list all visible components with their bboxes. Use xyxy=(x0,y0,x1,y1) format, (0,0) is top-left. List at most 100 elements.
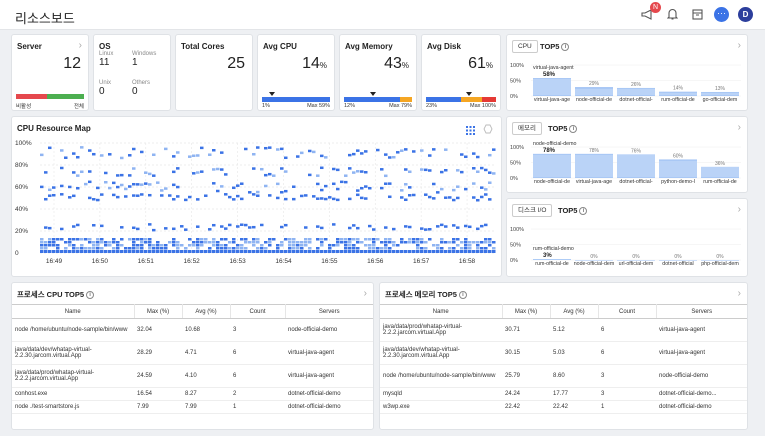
table-row[interactable]: mysqld 24.24 17.77 3 dotnet-official-demo... xyxy=(380,387,747,401)
resource-cell xyxy=(380,250,384,253)
cpu-resource-map-chart[interactable]: 100% 80% 60% 40% 20% 0 16:49 16:50 16:51 16:52 16:… xyxy=(12,117,503,278)
megaphone-icon[interactable]: N xyxy=(639,2,661,22)
resource-cell xyxy=(224,247,228,250)
resource-cell xyxy=(152,228,156,232)
resource-cell xyxy=(212,250,216,253)
resource-cell xyxy=(300,247,304,250)
resource-cell xyxy=(152,250,156,253)
info-icon[interactable]: i xyxy=(458,291,467,300)
resource-cell xyxy=(152,174,156,177)
resource-cell xyxy=(412,250,416,253)
resource-cell xyxy=(288,238,292,241)
resource-cell xyxy=(484,250,488,253)
resource-cell xyxy=(440,250,444,253)
resource-cell xyxy=(376,250,380,253)
resource-cell xyxy=(432,244,436,247)
resource-cell xyxy=(244,250,248,253)
info-icon[interactable]: i xyxy=(561,43,570,52)
top-item-value: 78% xyxy=(543,148,556,154)
bar-category-label: go-official-dem xyxy=(703,97,738,103)
resource-cell xyxy=(448,241,452,244)
server-card[interactable]: Server › 12 비활성 전체 xyxy=(11,34,89,111)
resource-cell xyxy=(60,238,64,241)
resource-cell xyxy=(344,250,348,253)
column-header[interactable]: Servers xyxy=(285,304,373,319)
resource-cell xyxy=(312,250,316,253)
axis-tick-label: 100% xyxy=(510,145,524,151)
column-header[interactable]: Name xyxy=(12,304,135,319)
resource-cell xyxy=(276,250,280,253)
column-header[interactable]: Max (%) xyxy=(134,304,183,319)
count-cell: 6 xyxy=(598,341,656,365)
resource-cell xyxy=(44,250,48,253)
table-row[interactable]: node /home/ubuntu/node-sample/bin/www 32.… xyxy=(12,318,373,342)
column-header[interactable]: Servers xyxy=(656,304,747,319)
resource-cell xyxy=(468,241,472,244)
disk-io-tab[interactable]: 디스크 I/O xyxy=(512,204,553,217)
table-row[interactable]: conhost.exe 16.54 8.27 2 dotnet-official-dem… xyxy=(12,387,373,401)
bell-icon[interactable] xyxy=(664,6,680,22)
resource-cell xyxy=(76,155,80,159)
bar-value-label: 36% xyxy=(715,161,726,167)
table-row[interactable]: java/data/prod/whatap-virtual-2.2.2.jarc… xyxy=(380,318,747,342)
column-header[interactable]: Avg (%) xyxy=(550,304,599,319)
top5-bar xyxy=(659,91,697,96)
resource-cell xyxy=(452,224,456,227)
table-row[interactable]: java/data/dev/whatap-virtual-2.2.30.jarc… xyxy=(12,341,373,365)
table-row[interactable]: java/data/prod/whatap-virtual-2.2.2.jarc… xyxy=(12,364,373,388)
chevron-right-icon[interactable]: › xyxy=(737,122,741,133)
chevron-right-icon[interactable]: › xyxy=(737,40,741,51)
resource-cell xyxy=(116,244,120,247)
memory-tab[interactable]: 메모리 xyxy=(512,122,542,135)
avg-disk-marker xyxy=(465,92,472,96)
table-row[interactable]: node ./test-smartstore.js 7.99 7.99 1 dotnet… xyxy=(12,400,373,414)
resource-cell xyxy=(348,226,352,230)
resource-cell xyxy=(80,146,84,149)
resource-cell xyxy=(52,241,56,244)
table-row[interactable]: java/data/dev/whatap-virtual-2.2.30.jarc… xyxy=(380,341,747,365)
resource-cell xyxy=(120,238,124,241)
column-header[interactable]: Count xyxy=(598,304,657,319)
resource-cell xyxy=(336,250,340,253)
resource-cell xyxy=(492,172,496,175)
resource-cell xyxy=(96,247,100,250)
top-item-name: virtual-java-agent xyxy=(533,65,574,71)
info-icon[interactable]: i xyxy=(579,207,588,216)
resource-cell xyxy=(172,170,176,174)
os-title: OS xyxy=(99,42,111,51)
resource-cell xyxy=(316,250,320,253)
table-row[interactable]: node /home/ubuntu/node-sample/bin/www 25.… xyxy=(380,364,747,388)
hexagon-view-icon[interactable] xyxy=(483,121,493,134)
resource-cell xyxy=(200,146,204,150)
column-header[interactable]: Avg (%) xyxy=(182,304,231,319)
column-header[interactable]: Name xyxy=(380,304,503,319)
resource-cell xyxy=(460,250,464,253)
more-button[interactable]: ··· xyxy=(714,6,729,22)
chevron-right-icon[interactable]: › xyxy=(363,288,367,299)
y-tick-label: 60% xyxy=(15,184,28,191)
resource-cell xyxy=(52,244,56,247)
resource-cell xyxy=(276,148,280,151)
chevron-right-icon[interactable]: › xyxy=(737,288,741,299)
bar-category-label: virtual-java-age xyxy=(576,179,612,185)
info-icon[interactable]: i xyxy=(86,291,95,300)
resource-cell xyxy=(48,238,52,241)
avg-disk-value: 61 xyxy=(468,55,486,72)
avatar[interactable]: D xyxy=(738,6,753,22)
resource-cell xyxy=(148,241,152,244)
info-icon[interactable]: i xyxy=(569,125,578,134)
calendar-icon[interactable] xyxy=(689,6,705,22)
column-header[interactable]: Count xyxy=(230,304,286,319)
chevron-right-icon[interactable]: › xyxy=(78,40,82,51)
column-header[interactable]: Max (%) xyxy=(502,304,551,319)
bar-category-label: node-official-de xyxy=(534,179,570,185)
bar-category-label: url-official-dem xyxy=(619,261,654,267)
grid-view-icon[interactable] xyxy=(466,122,475,135)
cpu-tab[interactable]: CPU xyxy=(512,40,538,53)
resource-cell xyxy=(276,247,280,250)
resource-cell xyxy=(268,238,272,241)
resource-cell xyxy=(44,171,48,174)
table-row[interactable]: w3wp.exe 22.42 22.42 1 dotnet-official-demo xyxy=(380,400,747,414)
avg-memory-value: 43 xyxy=(384,55,402,72)
chevron-right-icon[interactable]: › xyxy=(737,204,741,215)
